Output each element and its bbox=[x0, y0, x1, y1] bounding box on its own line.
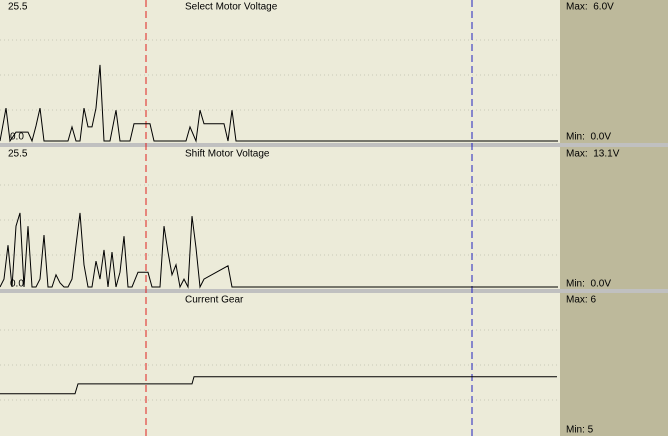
scale-bottom-label: 0.0 bbox=[10, 132, 24, 143]
max-label: Max: 6.0V bbox=[566, 2, 614, 13]
min-label: Min: 0.0V bbox=[566, 132, 611, 143]
scale-bottom-label: 0.0 bbox=[10, 279, 24, 290]
grid bbox=[0, 39, 560, 401]
panel-title: Shift Motor Voltage bbox=[185, 149, 270, 160]
panel-separator bbox=[0, 143, 668, 147]
scale-top-label: 25.5 bbox=[8, 149, 28, 160]
min-label: Min: 0.0V bbox=[566, 279, 611, 290]
side-panel bbox=[560, 0, 668, 436]
trace bbox=[0, 212, 558, 289]
min-label: Min: 5 bbox=[566, 425, 594, 436]
max-label: Max: 13.1V bbox=[566, 149, 620, 160]
panel-title: Select Motor Voltage bbox=[185, 2, 278, 13]
max-label: Max: 6 bbox=[566, 295, 596, 306]
panel-title: Current Gear bbox=[185, 295, 244, 306]
panel-separator bbox=[0, 289, 668, 293]
scale-top-label: 25.5 bbox=[8, 2, 28, 13]
trace bbox=[0, 64, 558, 143]
trace bbox=[0, 376, 557, 395]
plot-background bbox=[0, 0, 560, 436]
